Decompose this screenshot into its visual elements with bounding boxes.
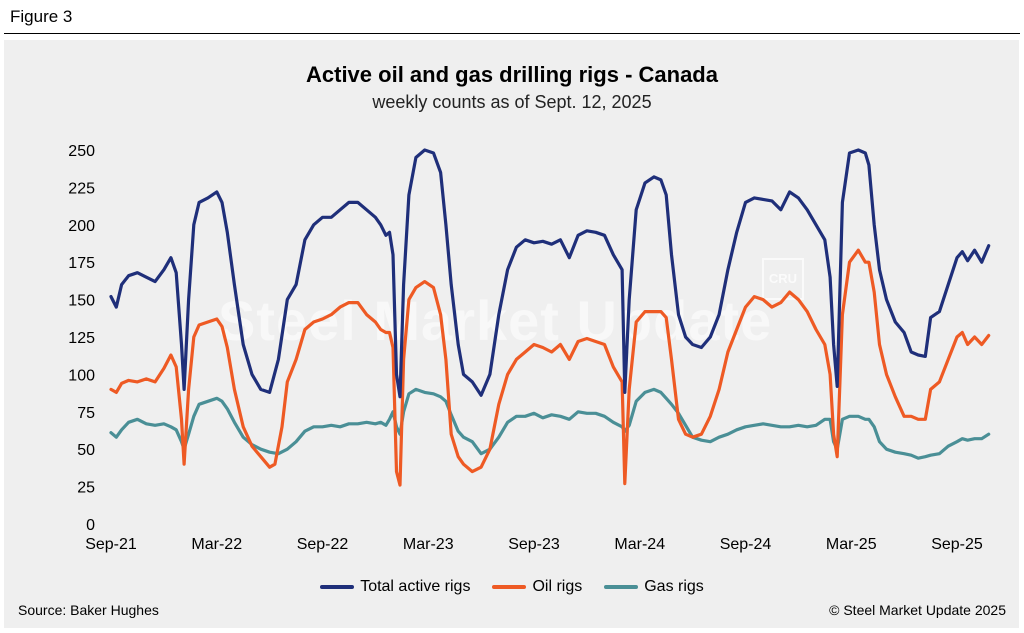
y-tick-label: 250 [68,143,95,160]
chart-panel [4,40,1019,628]
x-tick-label: Sep-23 [508,536,560,553]
series-line-total [109,148,991,399]
y-tick-label: 200 [68,218,95,235]
x-tick-label: Sep-22 [297,536,349,553]
y-tick-label: 225 [68,180,95,197]
series-line-oil [109,248,991,487]
legend-item-total: Total active rigs [320,578,470,596]
legend-swatch-oil [492,585,527,589]
figure-label: Figure 3 [10,7,73,26]
y-tick-label: 50 [77,442,95,459]
chart-subtitle: weekly counts as of Sept. 12, 2025 [372,92,652,112]
y-tick-label: 75 [77,405,95,422]
copyright-note: © Steel Market Update 2025 [829,602,1006,618]
x-axis: Sep-21 Mar-22 Sep-22 Mar-23 Sep-23 Mar-24 Sep-… [85,536,983,553]
legend-item-oil: Oil rigs [492,578,582,596]
x-tick-label: Sep-25 [931,536,983,553]
legend-label-gas: Gas rigs [644,578,704,595]
legend-swatch-gas [604,585,639,589]
x-tick-label: Mar-22 [191,536,242,553]
x-tick-label: Mar-23 [403,536,454,553]
source-note: Source: Baker Hughes [18,602,159,618]
figure-divider [4,33,1020,34]
x-tick-label: Mar-25 [826,536,877,553]
y-tick-label: 0 [86,517,95,534]
y-axis: 0 25 50 75 100 125 150 175 200 225 250 [68,143,95,534]
x-tick-label: Sep-24 [720,536,772,553]
y-tick-label: 125 [68,330,95,347]
y-tick-label: 150 [68,293,95,310]
series-line-gas [109,387,991,460]
chart-title: Active oil and gas drilling rigs - Canad… [306,62,718,87]
legend-label-total: Total active rigs [360,578,471,595]
legend-item-gas: Gas rigs [604,578,704,596]
x-tick-label: Mar-24 [614,536,665,553]
y-tick-label: 25 [77,480,95,497]
legend: Total active rigs Oil rigs Gas rigs [0,578,1024,596]
y-tick-label: 100 [68,367,95,384]
legend-swatch-total [320,585,355,589]
legend-label-oil: Oil rigs [532,578,583,595]
y-tick-label: 175 [68,255,95,272]
series-layer [109,148,991,487]
x-tick-label: Sep-21 [85,536,137,553]
